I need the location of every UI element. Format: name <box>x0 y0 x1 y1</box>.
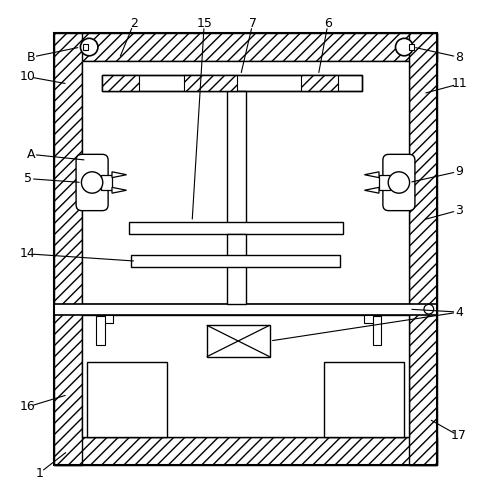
Bar <box>207 325 270 357</box>
Text: 9: 9 <box>455 165 463 178</box>
Bar <box>227 235 246 304</box>
Text: A: A <box>27 148 35 161</box>
Bar <box>129 222 343 235</box>
Bar <box>409 44 414 50</box>
Bar <box>102 75 138 91</box>
Bar <box>54 33 437 465</box>
Bar <box>82 61 409 304</box>
FancyBboxPatch shape <box>383 154 415 211</box>
Bar <box>102 75 362 91</box>
Text: 3: 3 <box>455 204 463 217</box>
Polygon shape <box>364 172 379 178</box>
Bar <box>87 362 167 437</box>
Text: 5: 5 <box>24 172 32 185</box>
Bar <box>54 437 437 465</box>
Text: B: B <box>27 51 35 64</box>
Text: 8: 8 <box>455 51 463 64</box>
Bar <box>324 362 404 437</box>
Text: 11: 11 <box>451 78 467 91</box>
Bar <box>227 91 246 227</box>
Bar <box>54 33 437 61</box>
FancyBboxPatch shape <box>76 154 108 211</box>
Text: 2: 2 <box>130 17 138 30</box>
Bar <box>54 304 437 315</box>
Circle shape <box>424 304 434 314</box>
Bar <box>409 33 437 465</box>
Bar <box>373 316 382 345</box>
Circle shape <box>388 172 409 193</box>
Text: 16: 16 <box>20 400 36 413</box>
Circle shape <box>81 38 98 56</box>
Bar <box>379 175 390 190</box>
Bar <box>82 315 409 437</box>
Bar <box>54 33 82 465</box>
Bar <box>97 315 113 323</box>
Bar <box>83 44 88 50</box>
Text: 6: 6 <box>324 17 332 30</box>
Text: 10: 10 <box>20 70 36 83</box>
Polygon shape <box>112 172 127 178</box>
Bar <box>102 75 362 91</box>
Text: 14: 14 <box>20 248 36 260</box>
Circle shape <box>396 38 413 56</box>
Text: 15: 15 <box>196 17 212 30</box>
Bar <box>101 175 112 190</box>
Bar <box>132 255 340 267</box>
Polygon shape <box>364 187 379 193</box>
Text: 1: 1 <box>35 467 43 480</box>
Text: 4: 4 <box>455 306 463 319</box>
Bar <box>364 315 380 323</box>
Polygon shape <box>112 187 127 193</box>
Bar <box>301 75 338 91</box>
Bar <box>96 316 105 345</box>
Text: 17: 17 <box>451 429 467 442</box>
Bar <box>184 75 237 91</box>
Circle shape <box>82 172 103 193</box>
Text: 7: 7 <box>249 17 257 30</box>
